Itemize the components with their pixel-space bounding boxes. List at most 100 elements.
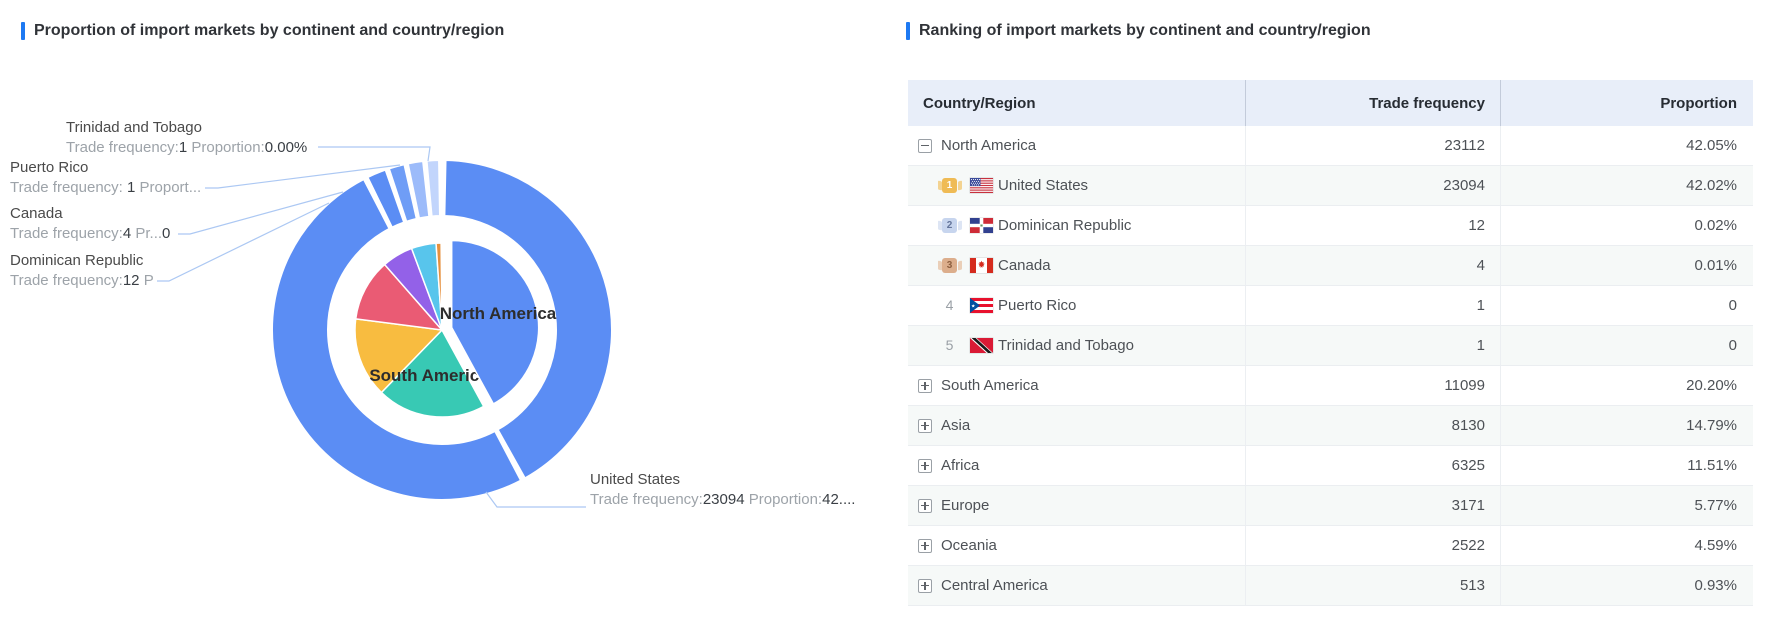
- canada-flag-icon: [970, 258, 993, 273]
- callout-value-line: Trade frequency:1 Proportion:0.00%: [66, 139, 308, 156]
- ring-slice-trinidad-and-tobago[interactable]: [425, 159, 442, 218]
- table-row-asia[interactable]: Asia 8130 14.79%: [908, 406, 1753, 446]
- trade-frequency-value: 513: [1245, 566, 1500, 605]
- pie-slice-africa[interactable]: [354, 263, 444, 331]
- collapse-icon[interactable]: [918, 138, 932, 153]
- proportion-value: 0: [1500, 286, 1753, 325]
- proportion-value: 0.01%: [1500, 246, 1753, 285]
- callout-canada: Canada Trade frequency:4 Pr...0: [10, 204, 170, 244]
- expand-icon[interactable]: [918, 458, 932, 473]
- ring-slice-other-countries[interactable]: [271, 177, 523, 501]
- trade-frequency-value: 6325: [1245, 446, 1500, 485]
- table-row-europe[interactable]: Europe 3171 5.77%: [908, 486, 1753, 526]
- table-header-row: Country/Region Trade frequency Proportion: [908, 80, 1753, 126]
- table-body: North America 23112 42.05% 1 United States 2…: [908, 126, 1753, 606]
- callout-value-line: Trade frequency:12 P: [10, 272, 154, 289]
- import-markets-nested-pie-chart[interactable]: South America North America: [0, 0, 900, 624]
- callout-country-name: United States: [590, 471, 681, 488]
- leader-line-trinidad-and-tobago: [318, 146, 431, 162]
- dominican-republic-flag-icon: [970, 218, 993, 233]
- table-row-puerto-rico[interactable]: 4 Puerto Rico 1 0: [908, 286, 1753, 326]
- proportion-value: 5.77%: [1500, 486, 1753, 525]
- trade-frequency-value: 8130: [1245, 406, 1500, 445]
- proportion-value: 14.79%: [1500, 406, 1753, 445]
- callout-country-name: Trinidad and Tobago: [66, 119, 202, 136]
- callout-dominican-republic: Dominican Republic Trade frequency:12 P: [10, 251, 154, 291]
- rank-badge-5: 5: [945, 337, 954, 353]
- expand-icon[interactable]: [918, 578, 932, 593]
- table-row-trinidad-and-tobago[interactable]: 5 Trinidad and Tobago 1 0: [908, 326, 1753, 366]
- callout-trinidad-and-tobago: Trinidad and Tobago Trade frequency:1 Pro…: [66, 118, 307, 158]
- ring-slice-united-states[interactable]: [443, 159, 613, 480]
- leader-line-united-states: [485, 491, 586, 508]
- row-name: Oceania: [941, 537, 997, 554]
- table-row-united-states[interactable]: 1 United States 23094 42.02%: [908, 166, 1753, 206]
- expand-icon[interactable]: [918, 378, 932, 393]
- trade-frequency-value: 11099: [1245, 366, 1500, 405]
- ring-slice-canada[interactable]: [387, 163, 418, 223]
- trade-frequency-value: 23094: [1245, 166, 1500, 205]
- proportion-value: 20.20%: [1500, 366, 1753, 405]
- expand-icon[interactable]: [918, 498, 932, 513]
- table-row-canada[interactable]: 3 Canada 4 0.01%: [908, 246, 1753, 286]
- table-row-north-america[interactable]: North America 23112 42.05%: [908, 126, 1753, 166]
- left-section-title-text: Proportion of import markets by continen…: [34, 22, 505, 39]
- trade-frequency-value: 4: [1245, 246, 1500, 285]
- ring-slice-puerto-rico[interactable]: [406, 159, 431, 220]
- callout-value-line: Trade frequency:23094 Proportion:42....: [590, 491, 856, 508]
- trade-frequency-value: 1: [1245, 326, 1500, 365]
- callout-puerto-rico: Puerto Rico Trade frequency: 1 Proport...: [10, 158, 201, 198]
- table-row-africa[interactable]: Africa 6325 11.51%: [908, 446, 1753, 486]
- row-name: South America: [941, 377, 1039, 394]
- pie-slice-asia[interactable]: [354, 318, 444, 394]
- ranking-table: Country/Region Trade frequency Proportion …: [908, 80, 1753, 606]
- callout-united-states: United States Trade frequency:23094 Propo…: [590, 470, 855, 510]
- trade-frequency-value: 1: [1245, 286, 1500, 325]
- left-section-title: Proportion of import markets by continen…: [21, 22, 504, 40]
- leader-line-puerto-rico: [205, 164, 401, 189]
- right-section-title: Ranking of import markets by continent a…: [906, 22, 1371, 40]
- row-name: Puerto Rico: [998, 297, 1077, 314]
- proportion-value: 0: [1500, 326, 1753, 365]
- row-name: Dominican Republic: [998, 217, 1132, 234]
- expand-icon[interactable]: [918, 538, 932, 553]
- pie-slice-north-america[interactable]: [450, 239, 540, 405]
- table-row-dominican-republic[interactable]: 2 Dominican Republic 12 0.02%: [908, 206, 1753, 246]
- right-section-title-text: Ranking of import markets by continent a…: [919, 22, 1371, 39]
- column-header-country-region: Country/Region: [923, 94, 1036, 112]
- title-accent-bar: [21, 22, 25, 40]
- trinidad-and-tobago-flag-icon: [970, 338, 993, 353]
- pie-slice-south-america[interactable]: [380, 328, 485, 418]
- table-row-south-america[interactable]: South America 11099 20.20%: [908, 366, 1753, 406]
- column-header-proportion: Proportion: [1500, 80, 1753, 126]
- leader-line-canada: [178, 191, 344, 235]
- proportion-value: 0.02%: [1500, 206, 1753, 245]
- row-name: United States: [998, 177, 1089, 194]
- row-name: North America: [941, 137, 1037, 154]
- row-name: Canada: [998, 257, 1051, 274]
- ring-slice-dominican-republic[interactable]: [366, 168, 406, 229]
- trade-frequency-value: 3171: [1245, 486, 1500, 525]
- callout-country-name: Puerto Rico: [10, 159, 89, 176]
- trade-frequency-value: 23112: [1245, 126, 1500, 165]
- row-name: Asia: [941, 417, 971, 434]
- callout-value-line: Trade frequency:4 Pr...0: [10, 225, 171, 242]
- table-row-central-america[interactable]: Central America 513 0.93%: [908, 566, 1753, 606]
- row-name: Central America: [941, 577, 1048, 594]
- rank-badge-3: 3: [942, 258, 957, 273]
- proportion-value: 42.05%: [1500, 126, 1753, 165]
- pie-slice-central-america[interactable]: [435, 242, 443, 331]
- title-accent-bar: [906, 22, 910, 40]
- pie-label-north-america: North America: [440, 304, 557, 323]
- pie-label-south-america: South America: [369, 366, 489, 385]
- proportion-value: 11.51%: [1500, 446, 1753, 485]
- us-flag-icon: [970, 178, 993, 193]
- proportion-value: 42.02%: [1500, 166, 1753, 205]
- rank-badge-2: 2: [942, 218, 957, 233]
- table-row-oceania[interactable]: Oceania 2522 4.59%: [908, 526, 1753, 566]
- trade-frequency-value: 12: [1245, 206, 1500, 245]
- expand-icon[interactable]: [918, 418, 932, 433]
- proportion-value: 4.59%: [1500, 526, 1753, 565]
- callout-country-name: Canada: [10, 205, 63, 222]
- trade-frequency-value: 2522: [1245, 526, 1500, 565]
